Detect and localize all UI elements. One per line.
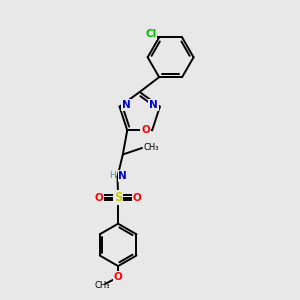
Text: N: N (149, 100, 158, 110)
Text: S: S (114, 191, 122, 204)
Text: N: N (118, 171, 127, 181)
Text: N: N (122, 100, 130, 110)
Text: O: O (94, 193, 103, 203)
Text: O: O (141, 125, 150, 135)
Text: O: O (133, 193, 142, 203)
Text: Cl: Cl (145, 29, 157, 39)
Text: CH₃: CH₃ (144, 143, 159, 152)
Text: H: H (109, 171, 116, 180)
Text: CH₃: CH₃ (94, 281, 110, 290)
Text: O: O (114, 272, 122, 282)
